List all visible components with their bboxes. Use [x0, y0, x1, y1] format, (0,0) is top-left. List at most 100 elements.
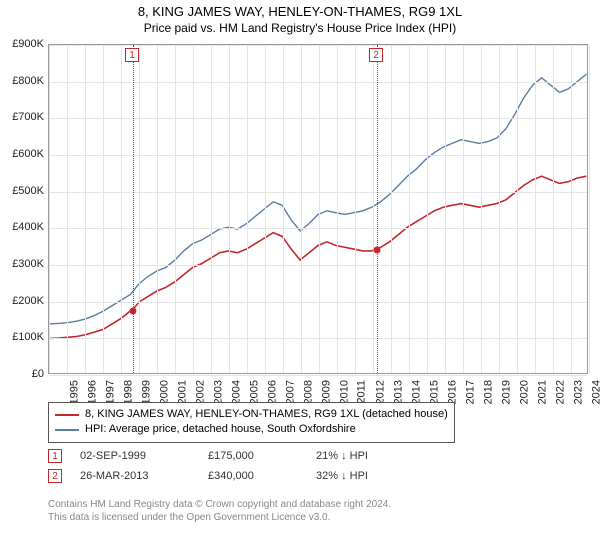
- chart-title: 8, KING JAMES WAY, HENLEY-ON-THAMES, RG9…: [0, 0, 600, 19]
- footnote-line1: Contains HM Land Registry data © Crown c…: [48, 498, 391, 511]
- legend-label: 8, KING JAMES WAY, HENLEY-ON-THAMES, RG9…: [85, 407, 448, 422]
- chart-subtitle: Price paid vs. HM Land Registry's House …: [0, 19, 600, 37]
- ytick-label: £500K: [0, 185, 44, 197]
- gridline-h: [49, 45, 587, 46]
- gridline-v: [157, 45, 158, 373]
- gridline-v: [427, 45, 428, 373]
- xtick-label: 2007: [284, 380, 296, 404]
- xtick-label: 2005: [248, 380, 260, 404]
- series-property: [50, 176, 587, 338]
- series-svg: [49, 45, 587, 373]
- events-table-row: 102-SEP-1999£175,00021% ↓ HPI: [48, 446, 368, 466]
- gridline-v: [481, 45, 482, 373]
- gridline-h: [49, 338, 587, 339]
- events-table: 102-SEP-1999£175,00021% ↓ HPI226-MAR-201…: [48, 446, 368, 486]
- xtick-label: 2021: [536, 380, 548, 404]
- gridline-v: [319, 45, 320, 373]
- xtick-label: 2000: [158, 380, 170, 404]
- event-dot-1: [130, 307, 137, 314]
- xtick-label: 2019: [500, 380, 512, 404]
- gridline-v: [571, 45, 572, 373]
- gridline-v: [499, 45, 500, 373]
- events-table-date: 02-SEP-1999: [80, 450, 190, 462]
- events-table-price: £175,000: [208, 450, 298, 462]
- gridline-v: [373, 45, 374, 373]
- ytick-label: £900K: [0, 38, 44, 50]
- xtick-label: 2012: [374, 380, 386, 404]
- xtick-label: 1995: [68, 380, 80, 404]
- xtick-label: 2010: [338, 380, 350, 404]
- xtick-label: 2013: [392, 380, 404, 404]
- ytick-label: £100K: [0, 331, 44, 343]
- gridline-h: [49, 228, 587, 229]
- ytick-label: £600K: [0, 148, 44, 160]
- gridline-v: [265, 45, 266, 373]
- xtick-label: 2020: [518, 380, 530, 404]
- gridline-h: [49, 302, 587, 303]
- gridline-v: [463, 45, 464, 373]
- footnote: Contains HM Land Registry data © Crown c…: [48, 498, 391, 524]
- events-table-date: 26-MAR-2013: [80, 470, 190, 482]
- legend-row: 8, KING JAMES WAY, HENLEY-ON-THAMES, RG9…: [55, 407, 448, 422]
- events-table-marker: 1: [48, 449, 62, 463]
- gridline-h: [49, 192, 587, 193]
- xtick-label: 2022: [554, 380, 566, 404]
- gridline-h: [49, 118, 587, 119]
- ytick-label: £200K: [0, 295, 44, 307]
- legend-label: HPI: Average price, detached house, Sout…: [85, 422, 356, 437]
- gridline-v: [301, 45, 302, 373]
- legend-row: HPI: Average price, detached house, Sout…: [55, 422, 448, 437]
- xtick-label: 2014: [410, 380, 422, 404]
- gridline-v: [85, 45, 86, 373]
- chart-container: 8, KING JAMES WAY, HENLEY-ON-THAMES, RG9…: [0, 0, 600, 560]
- xtick-label: 2004: [230, 380, 242, 404]
- plot-area: [48, 44, 588, 374]
- gridline-h: [49, 82, 587, 83]
- gridline-v: [211, 45, 212, 373]
- gridline-v: [139, 45, 140, 373]
- gridline-v: [535, 45, 536, 373]
- gridline-v: [121, 45, 122, 373]
- legend-swatch: [55, 429, 79, 431]
- event-dot-2: [374, 247, 381, 254]
- legend: 8, KING JAMES WAY, HENLEY-ON-THAMES, RG9…: [48, 402, 455, 443]
- gridline-v: [67, 45, 68, 373]
- xtick-label: 2024: [590, 380, 600, 404]
- xtick-label: 2001: [176, 380, 188, 404]
- xtick-label: 1996: [86, 380, 98, 404]
- event-marker-2: 2: [369, 48, 383, 62]
- events-table-price: £340,000: [208, 470, 298, 482]
- ytick-label: £400K: [0, 221, 44, 233]
- xtick-label: 2002: [194, 380, 206, 404]
- events-table-hpi: 32% ↓ HPI: [316, 470, 368, 482]
- gridline-h: [49, 155, 587, 156]
- gridline-v: [409, 45, 410, 373]
- gridline-v: [445, 45, 446, 373]
- ytick-label: £800K: [0, 75, 44, 87]
- xtick-label: 2023: [572, 380, 584, 404]
- xtick-label: 2016: [446, 380, 458, 404]
- gridline-v: [391, 45, 392, 373]
- gridline-v: [355, 45, 356, 373]
- xtick-label: 2003: [212, 380, 224, 404]
- xtick-label: 1998: [122, 380, 134, 404]
- xtick-label: 2006: [266, 380, 278, 404]
- gridline-h: [49, 375, 587, 376]
- gridline-v: [337, 45, 338, 373]
- event-line-1: [133, 45, 134, 373]
- gridline-h: [49, 265, 587, 266]
- events-table-row: 226-MAR-2013£340,00032% ↓ HPI: [48, 466, 368, 486]
- event-line-2: [377, 45, 378, 373]
- gridline-v: [553, 45, 554, 373]
- gridline-v: [49, 45, 50, 373]
- gridline-v: [103, 45, 104, 373]
- footnote-line2: This data is licensed under the Open Gov…: [48, 511, 391, 524]
- ytick-label: £300K: [0, 258, 44, 270]
- xtick-label: 2009: [320, 380, 332, 404]
- xtick-label: 1997: [104, 380, 116, 404]
- xtick-label: 1999: [140, 380, 152, 404]
- xtick-label: 2008: [302, 380, 314, 404]
- gridline-v: [193, 45, 194, 373]
- gridline-v: [517, 45, 518, 373]
- legend-swatch: [55, 414, 79, 416]
